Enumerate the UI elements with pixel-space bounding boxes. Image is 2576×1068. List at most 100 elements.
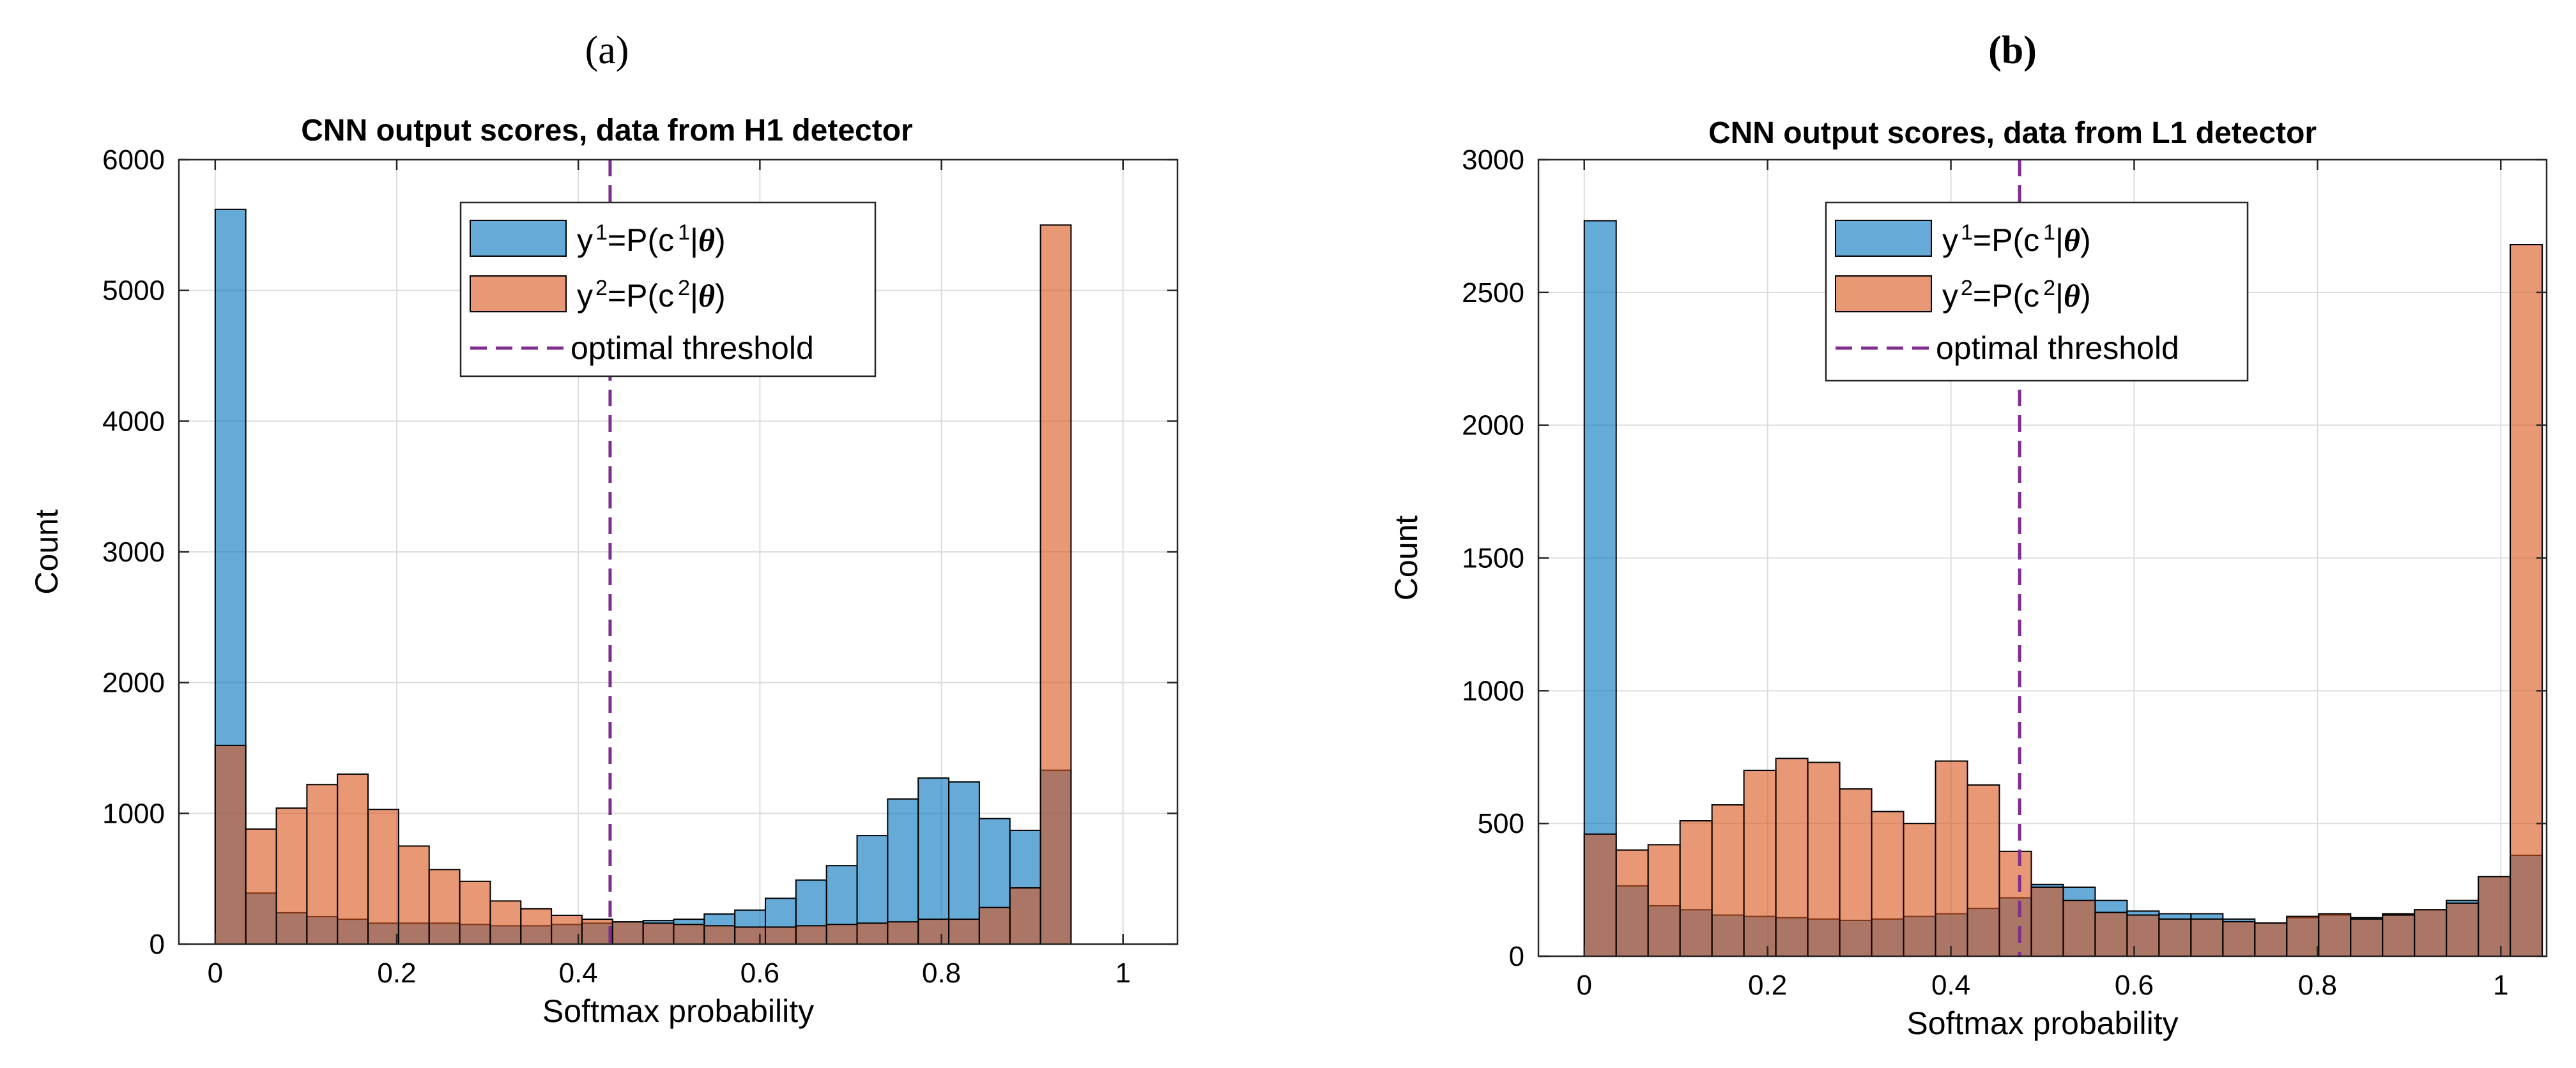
y-tick-label: 3000: [102, 537, 165, 568]
bar-y2-3: [1679, 820, 1713, 957]
bar-y2-21: [2254, 922, 2288, 957]
bar-y2-11: [551, 914, 583, 945]
bar-y2-0: [1583, 833, 1617, 957]
bar-y2-17: [2126, 914, 2160, 957]
bar-y2-22: [887, 921, 919, 945]
legend-y1-close: ): [715, 222, 726, 258]
legend-y2-theta: θ: [698, 278, 715, 314]
bar-y2-5: [1743, 770, 1777, 957]
x-tick-label: 0.2: [1748, 970, 1787, 1001]
legend-swatch-y1: [470, 220, 567, 257]
legend-y2-mid: =P(c: [1973, 278, 2039, 314]
x-tick-label: 0: [1576, 970, 1591, 1001]
panel-b-ylabel: Count: [1388, 515, 1424, 601]
panel-b-ticks: 0 0.2 0.4 0.6 0.8 1 0 500 1000 1500 2000 2500 3000: [1462, 144, 2547, 1001]
bar-y2-9: [489, 900, 522, 945]
bar-y2-27: [1039, 224, 1072, 945]
x-tick-label: 0.2: [377, 957, 416, 989]
panel-b: (b) CNN output scores, data from L1 dete…: [1388, 29, 2548, 1041]
legend-y1-theta: θ: [698, 222, 715, 258]
bar-y2-1: [1615, 849, 1649, 957]
legend-y2-theta: θ: [2064, 278, 2080, 314]
panel-b-title: CNN output scores, data from L1 detector: [1708, 116, 2317, 150]
legend-y2-bar: |: [690, 278, 698, 314]
legend-y1-sup2: 1: [2043, 220, 2055, 245]
y-tick-label: 5000: [102, 275, 165, 307]
y-tick-label: 1000: [1462, 675, 1524, 706]
legend-swatch-y1: [1835, 220, 1932, 257]
legend-y1-var: y: [577, 222, 593, 258]
y-tick-label: 1000: [102, 798, 165, 829]
bar-y2-6: [1775, 758, 1809, 957]
bar-y2-18: [2158, 918, 2192, 957]
bar-y2-24: [2350, 918, 2384, 957]
legend-label-threshold: optimal threshold: [1936, 330, 2179, 366]
legend-y2-bar: |: [2055, 278, 2064, 314]
legend-swatch-y2: [470, 275, 567, 312]
bar-y2-28: [2478, 876, 2511, 957]
bar-y2-4: [337, 773, 369, 945]
panel-b-bars: [1583, 220, 2543, 957]
bar-y2-19: [795, 925, 827, 945]
bar-y2-26: [2414, 909, 2448, 957]
bar-y2-15: [2062, 899, 2096, 957]
bar-y2-24: [948, 919, 980, 945]
panel-b-xlabel: Softmax probability: [1906, 1005, 2178, 1041]
legend-y2-mid: =P(c: [608, 278, 674, 314]
bar-y2-10: [520, 908, 553, 945]
panel-a-xlabel: Softmax probability: [542, 993, 814, 1029]
bar-y2-17: [734, 926, 766, 945]
x-tick-label: 0.8: [2298, 970, 2337, 1001]
bar-y2-23: [917, 919, 950, 945]
x-tick-label: 0.4: [559, 957, 598, 989]
y-tick-label: 500: [1478, 808, 1524, 839]
legend-y2-sup2: 2: [2043, 276, 2055, 300]
y-tick-label: 6000: [102, 144, 165, 176]
panel-a-ticks: 0 0.2 0.4 0.6 0.8 1 0 1000 2000 3000 4000 5000 6000: [102, 144, 1177, 989]
x-tick-label: 0.8: [922, 957, 961, 989]
legend-y2-sup2: 2: [678, 276, 690, 300]
legend-label-y2: y 2=P(c 2|θ): [577, 276, 726, 314]
bar-y2-29: [2510, 244, 2543, 957]
legend-y1-sup: 1: [595, 220, 608, 245]
legend-y1-sup: 1: [1961, 220, 1973, 245]
bar-y2-3: [306, 784, 339, 945]
legend-y1-close: ): [2080, 222, 2091, 258]
bar-y2-7: [428, 869, 461, 945]
panel-a-legend: y 1=P(c 1|θ) y 2=P(c 2|θ) optimal threshold: [459, 201, 877, 378]
legend-y2-close: ): [2080, 278, 2091, 314]
bar-y2-21: [856, 922, 889, 945]
y-tick-label: 3000: [1462, 144, 1524, 176]
legend-label-y2: y 2=P(c 2|θ): [1942, 276, 2091, 314]
bar-y2-15: [673, 924, 705, 945]
bar-y2-20: [825, 924, 858, 945]
legend-label-y1: y 1=P(c 1|θ): [1942, 220, 2091, 258]
panel-a-ylabel: Count: [29, 509, 65, 595]
legend-label-threshold: optimal threshold: [571, 330, 814, 366]
bar-y2-7: [1807, 761, 1841, 957]
y-tick-label: 1500: [1462, 543, 1524, 574]
bar-y2-0: [214, 744, 247, 945]
y-tick-label: 0: [1509, 941, 1524, 972]
bar-y2-20: [2222, 920, 2256, 957]
bar-y2-19: [2190, 918, 2224, 957]
y-tick-label: 4000: [102, 406, 165, 437]
x-tick-label: 0.6: [2115, 970, 2154, 1001]
x-tick-label: 1: [2493, 970, 2508, 1001]
bar-y1-24: [948, 781, 980, 945]
panel-a-label: (a): [585, 29, 629, 72]
panel-a: (a) CNN output scores, data from H1 dete…: [29, 29, 1179, 1029]
legend-y2-sup: 2: [595, 276, 608, 300]
bar-y2-11: [1935, 760, 1968, 957]
x-tick-label: 1: [1116, 957, 1131, 989]
x-tick-label: 0.4: [1931, 970, 1970, 1001]
legend-y1-mid: =P(c: [1973, 222, 2039, 258]
bar-y2-12: [1966, 784, 2000, 957]
legend-y2-var: y: [1942, 278, 1958, 314]
bar-y2-27: [2446, 902, 2480, 957]
bar-y2-26: [1009, 887, 1041, 945]
bar-y2-23: [2318, 913, 2352, 957]
bar-y2-2: [275, 807, 308, 945]
legend-y1-var: y: [1942, 222, 1958, 258]
